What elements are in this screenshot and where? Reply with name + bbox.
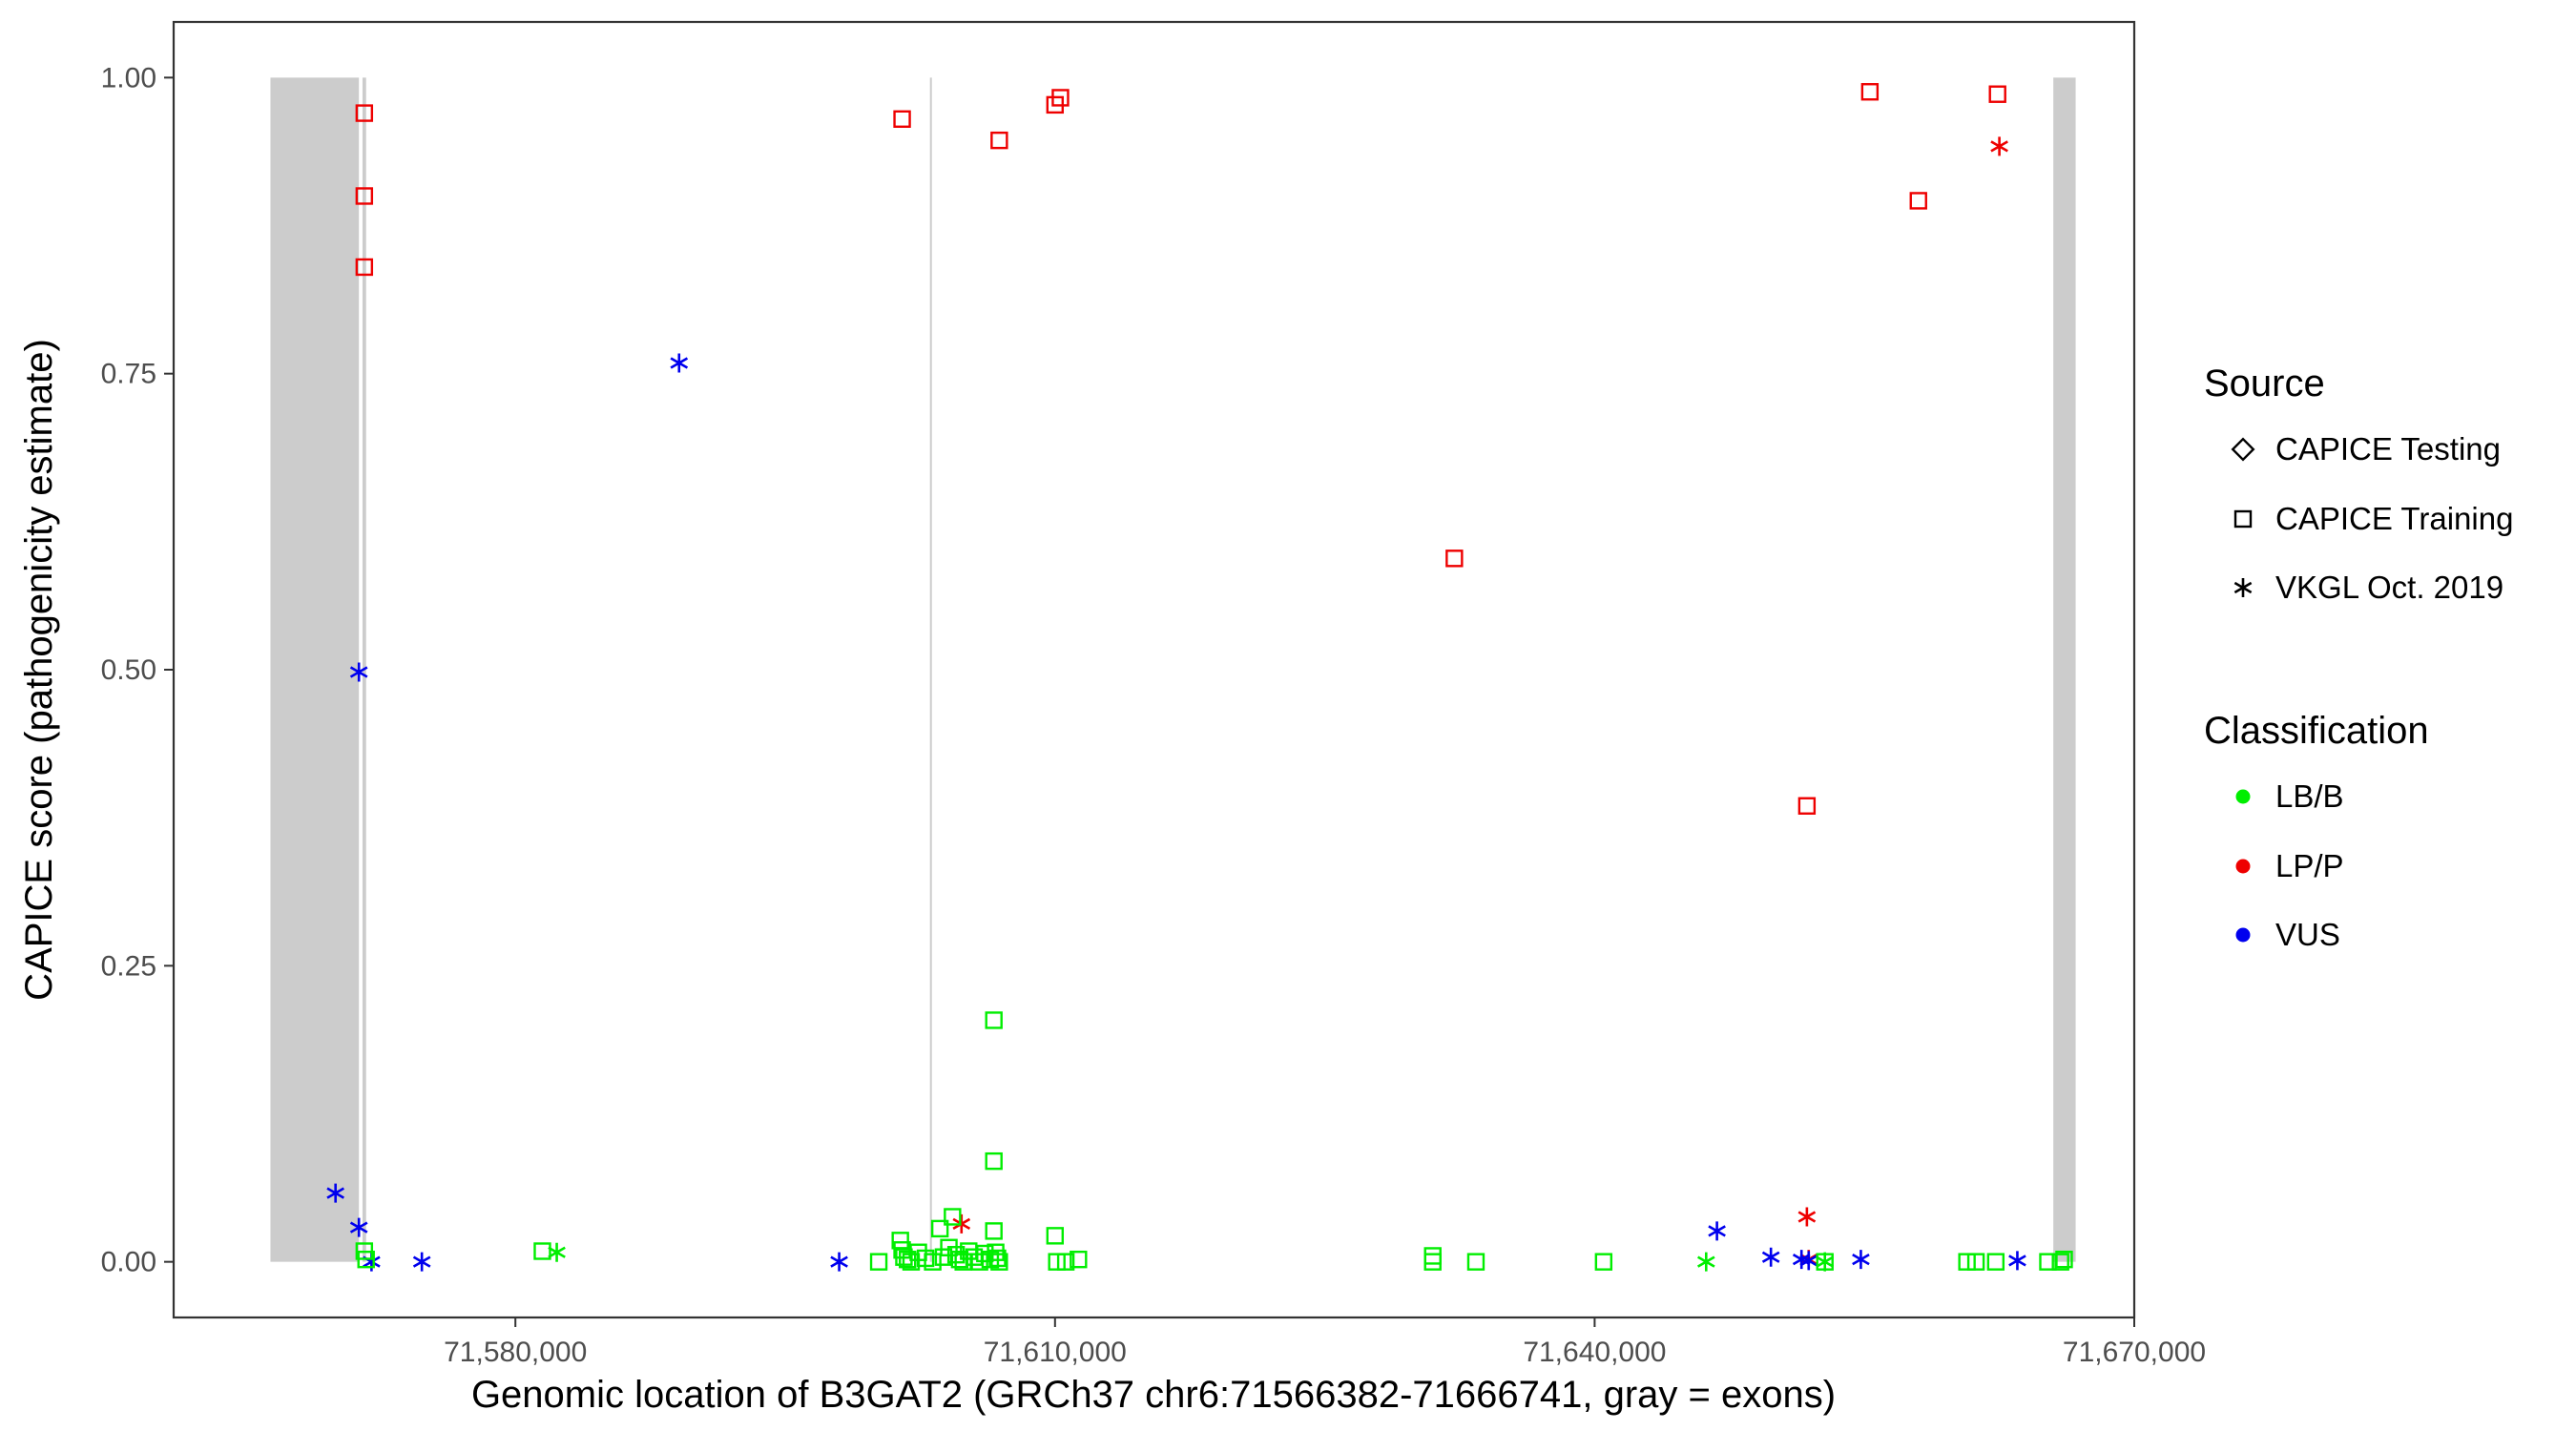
legend-source-title: Source bbox=[2204, 363, 2325, 404]
point-lb-b-capice-training bbox=[990, 1253, 1008, 1271]
exon-band-3 bbox=[929, 77, 932, 1262]
legend-source-keys bbox=[2231, 437, 2255, 597]
point-lb-b-capice-training bbox=[930, 1219, 949, 1238]
point-lb-b-capice-training bbox=[1048, 1253, 1066, 1271]
point-lb-b-capice-training bbox=[988, 1249, 1007, 1268]
point-vus-vkgl-oct-2019 bbox=[670, 353, 689, 373]
legend-source-key-square bbox=[2233, 509, 2253, 529]
data-points bbox=[326, 83, 2073, 1272]
point-lb-b-capice-training bbox=[1966, 1253, 1985, 1271]
exon-band-4 bbox=[2053, 77, 2076, 1262]
y-tick-label: 0.00 bbox=[101, 1247, 156, 1278]
plot-panel bbox=[174, 22, 2134, 1317]
point-lb-b-vkgl-oct-2019 bbox=[1816, 1252, 1835, 1272]
point-lp-p-capice-training bbox=[893, 110, 911, 128]
x-tick-label: 71,610,000 bbox=[984, 1337, 1127, 1368]
point-vus-vkgl-oct-2019 bbox=[2008, 1251, 2026, 1271]
point-lp-p-capice-training bbox=[355, 187, 374, 205]
point-lb-b-capice-training bbox=[1423, 1253, 1442, 1271]
y-tick-label: 0.25 bbox=[101, 950, 156, 982]
point-vus-vkgl-oct-2019 bbox=[349, 1217, 368, 1237]
x-tick-label: 71,670,000 bbox=[2063, 1337, 2206, 1368]
point-lp-p-capice-training bbox=[1051, 89, 1070, 107]
point-vus-vkgl-oct-2019 bbox=[326, 1183, 344, 1203]
point-lb-b-capice-training bbox=[1986, 1253, 2005, 1271]
legend-class-key-vus bbox=[2235, 927, 2251, 943]
point-lp-p-capice-training bbox=[355, 258, 374, 277]
legend-class-keys bbox=[2235, 789, 2251, 943]
point-lb-b-capice-training bbox=[924, 1253, 942, 1271]
point-lb-b-vkgl-oct-2019 bbox=[1696, 1252, 1715, 1272]
legend-source-label-training: CAPICE Training bbox=[2275, 501, 2513, 536]
point-vus-vkgl-oct-2019 bbox=[1708, 1221, 1726, 1241]
point-lp-p-vkgl-oct-2019 bbox=[1797, 1207, 1817, 1227]
point-vus-vkgl-oct-2019 bbox=[830, 1252, 848, 1272]
x-axis: 71,580,000 71,610,000 71,640,000 71,670,000 bbox=[444, 1317, 2206, 1368]
point-lb-b-capice-training bbox=[985, 1151, 1003, 1171]
x-tick-label: 71,580,000 bbox=[444, 1337, 587, 1368]
legend-class-label-vus: VUS bbox=[2275, 917, 2340, 952]
point-lb-b-capice-training bbox=[1466, 1253, 1485, 1271]
legend-class-key-lb-b bbox=[2235, 789, 2251, 804]
point-lb-b-vkgl-oct-2019 bbox=[548, 1242, 566, 1262]
y-tick-label: 0.75 bbox=[101, 359, 156, 390]
point-lb-b-capice-training bbox=[533, 1242, 551, 1260]
y-axis: 0.00 0.25 0.50 0.75 1.00 bbox=[101, 62, 174, 1278]
exon-bands bbox=[270, 77, 2076, 1262]
point-lb-b-capice-training bbox=[1056, 1253, 1075, 1271]
point-vus-vkgl-oct-2019 bbox=[1799, 1251, 1818, 1271]
point-lb-b-capice-training bbox=[985, 1222, 1003, 1240]
point-lb-b-capice-training bbox=[985, 1011, 1003, 1029]
point-lb-b-capice-training bbox=[869, 1253, 888, 1271]
legend-class-title: Classification bbox=[2204, 710, 2429, 752]
y-tick-label: 0.50 bbox=[101, 654, 156, 686]
legend-source-label-vkgl: VKGL Oct. 2019 bbox=[2275, 570, 2503, 605]
point-lb-b-capice-training bbox=[2055, 1250, 2073, 1269]
point-lp-p-capice-training bbox=[1988, 85, 2006, 103]
x-axis-title: Genomic location of B3GAT2 (GRCh37 chr6:… bbox=[471, 1374, 1836, 1416]
y-axis-title: CAPICE score (pathogenicity estimate) bbox=[18, 339, 60, 1001]
point-lb-b-capice-training bbox=[1594, 1253, 1613, 1271]
point-vus-vkgl-oct-2019 bbox=[412, 1252, 431, 1272]
point-lp-p-vkgl-oct-2019 bbox=[1990, 136, 2008, 156]
legend: Source CAPICE Testing CAPICE Training VK… bbox=[2204, 363, 2513, 952]
legend-class-label-lbb: LB/B bbox=[2275, 778, 2344, 814]
legend-source-key-asterisk bbox=[2233, 578, 2253, 597]
point-lp-p-capice-training bbox=[1860, 83, 1880, 101]
legend-source-key-diamond bbox=[2231, 437, 2255, 462]
x-tick-label: 71,640,000 bbox=[1523, 1337, 1666, 1368]
point-lb-b-capice-training bbox=[987, 1243, 1005, 1261]
point-lb-b-capice-training bbox=[1046, 1227, 1065, 1245]
point-lb-b-capice-training bbox=[357, 1250, 375, 1269]
point-lb-b-capice-training bbox=[891, 1232, 909, 1250]
legend-class-label-lpp: LP/P bbox=[2275, 848, 2344, 883]
point-lp-p-capice-training bbox=[1909, 192, 1927, 210]
point-vus-vkgl-oct-2019 bbox=[1761, 1247, 1780, 1267]
point-lp-p-capice-training bbox=[1797, 797, 1817, 815]
point-lb-b-capice-training bbox=[944, 1208, 962, 1226]
point-lp-p-capice-training bbox=[990, 131, 1008, 150]
legend-source-label-testing: CAPICE Testing bbox=[2275, 431, 2501, 467]
point-lp-p-vkgl-oct-2019 bbox=[952, 1213, 971, 1234]
point-lb-b-capice-training bbox=[2051, 1253, 2069, 1271]
point-vus-vkgl-oct-2019 bbox=[349, 662, 368, 682]
point-lb-b-capice-training bbox=[1958, 1253, 1976, 1271]
exon-band-1 bbox=[270, 77, 360, 1262]
point-lp-p-capice-training bbox=[355, 104, 374, 122]
y-tick-label: 1.00 bbox=[101, 62, 156, 93]
legend-class-key-lp-p bbox=[2235, 859, 2251, 874]
point-lp-p-capice-training bbox=[1445, 550, 1464, 568]
point-vus-vkgl-oct-2019 bbox=[1852, 1250, 1870, 1270]
point-lb-b-capice-training bbox=[1070, 1250, 1088, 1269]
point-lb-b-capice-training bbox=[1816, 1253, 1834, 1271]
